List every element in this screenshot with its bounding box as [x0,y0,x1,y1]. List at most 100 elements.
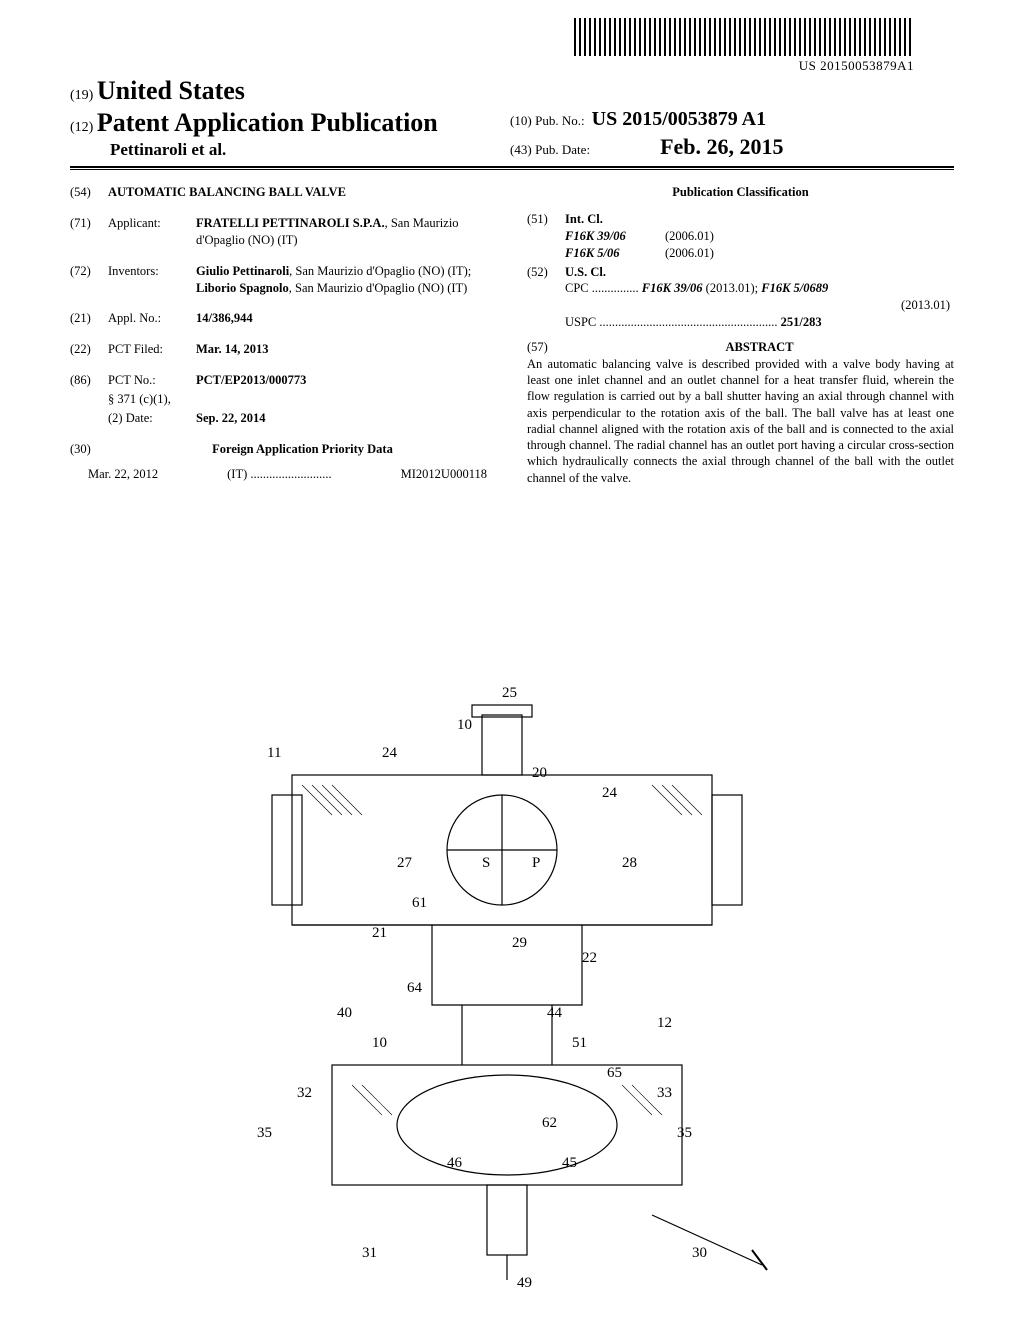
prefix-43: (43) [510,142,532,157]
label-pctno: PCT No.: [108,372,196,389]
figure-ref-10: 10 [372,1035,387,1052]
uspc-dots: ........................................… [599,315,780,329]
inventor-2: Liborio Spagnolo [196,281,289,295]
figure-ref-28: 28 [622,855,637,872]
figure-ref-44: 44 [547,1005,562,1022]
barcode-block: US 20150053879A1 [574,18,914,74]
field-52-uscl: (52) U.S. Cl. [527,264,954,281]
abstract-heading: ABSTRACT [565,339,954,356]
inventor-1-addr: , San Maurizio d'Opaglio (NO) (IT); [289,264,471,278]
applicant-body: FRATELLI PETTINAROLI S.P.A., San Maurizi… [196,215,497,249]
intcl-items: F16K 39/06 (2006.01) F16K 5/06 (2006.01) [527,228,954,262]
figure-ref-S: S [482,855,490,872]
invention-title: AUTOMATIC BALANCING BALL VALVE [108,184,497,201]
figure-ref-61: 61 [412,895,427,912]
label-inventors: Inventors: [108,263,196,297]
field-57-abstract: (57) ABSTRACT [527,339,954,356]
barcode-caption: US 20150053879A1 [574,58,914,74]
figure-ref-40: 40 [337,1005,352,1022]
figure-ref-11: 11 [267,745,281,762]
figure-ref-32: 32 [297,1085,312,1102]
priority-heading: Foreign Application Priority Data [108,441,497,458]
num-86: (86) [70,372,108,389]
field-72-inventors: (72) Inventors: Giulio Pettinaroli, San … [70,263,497,297]
num-22: (22) [70,341,108,358]
field-86-pctno: (86) PCT No.: PCT/EP2013/000773 [70,372,497,389]
figure-ref-45: 45 [562,1155,577,1172]
figure-ref-21: 21 [372,925,387,942]
field-54-title: (54) AUTOMATIC BALANCING BALL VALVE [70,184,497,201]
figure-ref-P: P [532,855,540,872]
applicant-name: FRATELLI PETTINAROLI S.P.A. [196,216,385,230]
num-30: (30) [70,441,108,458]
intcl-item-1: F16K 5/06 (2006.01) [565,245,954,262]
pubno-line: (10) Pub. No.: US 2015/0053879 A1 [510,108,784,131]
barcode-graphic [574,18,914,56]
figure-ref-25: 25 [502,685,517,702]
uspc-label: USPC [565,315,596,329]
intcl-ver-1: (2006.01) [665,245,714,262]
cpc-ver-1: (2013.01); [706,281,762,295]
pctno-value: PCT/EP2013/000773 [196,372,497,389]
prefix-12: (12) [70,120,93,135]
priority-date: Mar. 22, 2012 [88,466,158,483]
num-71: (71) [70,215,108,249]
figure-ref-35: 35 [257,1125,272,1142]
field-21-applno: (21) Appl. No.: 14/386,944 [70,310,497,327]
cpc-label: CPC [565,281,589,295]
uspc-value: 251/283 [781,315,822,329]
publication-type: Patent Application Publication [97,108,438,137]
figure-ref-65: 65 [607,1065,622,1082]
figure-ref-51: 51 [572,1035,587,1052]
label-applicant: Applicant: [108,215,196,249]
figure-ref-31: 31 [362,1245,377,1262]
num-51: (51) [527,211,565,228]
header-right-block: (10) Pub. No.: US 2015/0053879 A1 (43) P… [510,108,784,163]
valve-drawing-svg [202,685,822,1285]
cpc-code-2: F16K 5/0689 [761,281,828,295]
figure-ref-22: 22 [582,950,597,967]
priority-appno: MI2012U000118 [401,466,487,483]
field-86-sublines: § 371 (c)(1), (2) Date: Sep. 22, 2014 [70,391,497,427]
biblio-columns: (54) AUTOMATIC BALANCING BALL VALVE (71)… [70,184,954,486]
figure-ref-49: 49 [517,1275,532,1292]
country-name: United States [97,76,245,105]
priority-country: (IT) .......................... [227,466,332,483]
intcl-item-0: F16K 39/06 (2006.01) [565,228,954,245]
pubdate-line: (43) Pub. Date: Feb. 26, 2015 [510,134,784,160]
figure-ref-10: 10 [457,717,472,734]
s371-line: § 371 (c)(1), [108,391,497,408]
right-column: Publication Classification (51) Int. Cl.… [527,184,954,486]
figure-ref-46: 46 [447,1155,462,1172]
label-uscl: U.S. Cl. [565,264,606,281]
num-52: (52) [527,264,565,281]
intcl-ver-0: (2006.01) [665,228,714,245]
pubdate-value: Feb. 26, 2015 [660,134,783,159]
classification-heading: Publication Classification [527,184,954,201]
figure-ref-64: 64 [407,980,422,997]
uspc-line: USPC ...................................… [527,314,954,331]
field-30-priority: (30) Foreign Application Priority Data [70,441,497,458]
cpc-line: CPC ............... F16K 39/06 (2013.01)… [527,280,954,297]
s371-date-label: (2) Date: [108,410,196,427]
num-21: (21) [70,310,108,327]
figure-area: 25101124202427SP286121292264404412105165… [0,670,1024,1300]
field-71-applicant: (71) Applicant: FRATELLI PETTINAROLI S.P… [70,215,497,249]
header-rule-thick [70,166,954,168]
prefix-10: (10) [510,113,532,128]
num-54: (54) [70,184,108,201]
s371-date-line: (2) Date: Sep. 22, 2014 [108,410,497,427]
pctfiled-value: Mar. 14, 2013 [196,341,497,358]
num-57: (57) [527,339,565,356]
figure-ref-24: 24 [602,785,617,802]
inventors-body: Giulio Pettinaroli, San Maurizio d'Opagl… [196,263,497,297]
cpc-code-1: F16K 39/06 [642,281,703,295]
prefix-19: (19) [70,88,93,103]
figure-ref-24: 24 [382,745,397,762]
figure-ref-35: 35 [677,1125,692,1142]
figure-ref-62: 62 [542,1115,557,1132]
field-22-pctfiled: (22) PCT Filed: Mar. 14, 2013 [70,341,497,358]
header-country-line: (19) United States [70,76,954,106]
cpc-ver-2: (2013.01) [527,297,954,314]
figure-ref-20: 20 [532,765,547,782]
